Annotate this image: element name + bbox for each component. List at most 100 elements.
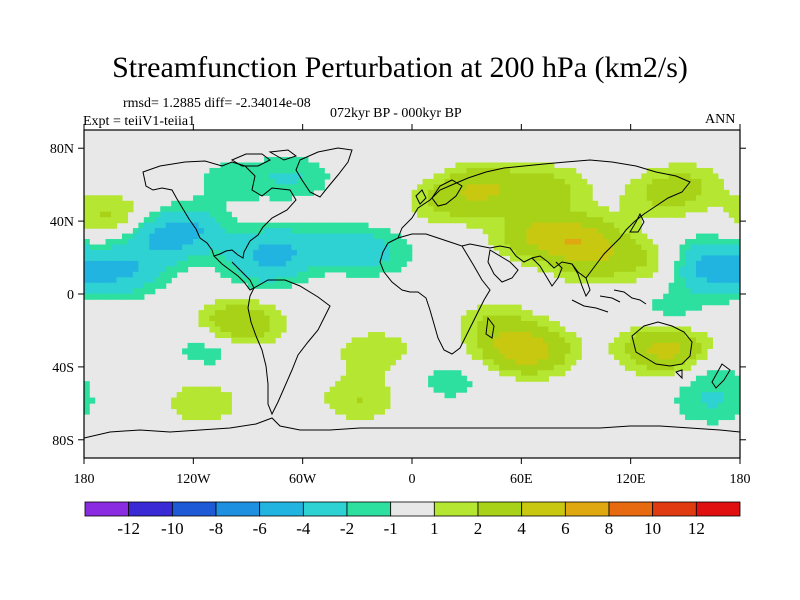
- field-cell: [548, 222, 555, 229]
- field-cell: [89, 293, 96, 300]
- field-cell: [668, 304, 675, 311]
- field-cell: [143, 239, 150, 246]
- field-cell: [340, 255, 347, 262]
- field-cell: [253, 337, 260, 344]
- field-cell: [225, 271, 232, 278]
- field-cell: [466, 331, 473, 339]
- field-cell: [203, 315, 211, 322]
- field-cell: [641, 359, 648, 366]
- field-cell: [712, 239, 719, 246]
- field-cell: [553, 178, 560, 185]
- field-cell: [291, 167, 298, 175]
- field-cell: [619, 217, 626, 224]
- field-cell: [723, 397, 730, 404]
- field-cell: [488, 321, 495, 328]
- field-cell: [275, 228, 282, 235]
- colorbar-label: -8: [209, 519, 223, 538]
- field-cell: [690, 392, 697, 399]
- field-cell: [559, 222, 566, 229]
- field-cell: [712, 299, 719, 306]
- field-cell: [493, 233, 500, 240]
- field-cell: [242, 299, 249, 306]
- field-cell: [619, 222, 626, 229]
- field-cell: [378, 386, 385, 393]
- field-cell: [138, 233, 145, 240]
- field-cell: [264, 326, 271, 333]
- field-cell: [521, 260, 528, 267]
- field-cell: [242, 260, 249, 267]
- field-cell: [182, 255, 189, 262]
- field-cell: [723, 299, 730, 306]
- field-cell: [471, 178, 478, 185]
- field-cell: [198, 315, 205, 322]
- field-cell: [471, 331, 478, 339]
- field-cell: [340, 239, 347, 246]
- field-cell: [695, 206, 703, 213]
- field-cell: [214, 304, 221, 311]
- field-cell: [269, 249, 276, 257]
- field-cell: [116, 195, 123, 202]
- field-cell: [373, 228, 380, 235]
- field-cell: [706, 392, 713, 399]
- field-cell: [280, 189, 287, 196]
- field-cell: [400, 342, 407, 349]
- field-cell: [460, 211, 467, 218]
- field-cell: [220, 178, 227, 185]
- field-cell: [706, 403, 713, 410]
- field-cell: [329, 403, 336, 410]
- field-cell: [493, 364, 500, 371]
- colorbar-swatch: [477, 501, 523, 517]
- field-cell: [84, 381, 90, 388]
- field-cell: [510, 370, 517, 377]
- field-cell: [351, 244, 358, 251]
- field-cell: [373, 392, 380, 399]
- field-cell: [209, 206, 216, 213]
- field-cell: [285, 189, 293, 196]
- field-cell: [225, 178, 232, 185]
- field-cell: [378, 408, 385, 415]
- field-cell: [335, 244, 342, 251]
- field-cell: [542, 331, 549, 339]
- field-cell: [209, 167, 216, 175]
- field-cell: [160, 228, 167, 235]
- field-cell: [422, 178, 429, 185]
- field-cell: [521, 228, 528, 235]
- field-cell: [84, 244, 90, 251]
- field-cell: [526, 364, 533, 371]
- field-cell: [231, 167, 238, 175]
- field-cell: [679, 310, 686, 317]
- field-cell: [422, 189, 429, 196]
- field-cell: [89, 206, 96, 213]
- field-cell: [548, 200, 555, 207]
- field-cell: [198, 217, 205, 224]
- field-cell: [466, 195, 473, 202]
- field-cell: [247, 266, 254, 273]
- field-cell: [482, 178, 489, 185]
- field-cell: [346, 244, 353, 251]
- field-cell: [471, 162, 478, 169]
- field-cell: [253, 331, 260, 339]
- field-cell: [608, 239, 615, 246]
- field-cell: [269, 228, 276, 235]
- field-cell: [679, 255, 686, 262]
- field-cell: [482, 337, 489, 344]
- field-cell: [253, 315, 260, 322]
- field-cell: [646, 271, 653, 278]
- field-cell: [706, 167, 713, 175]
- field-cell: [302, 260, 309, 267]
- field-cell: [613, 348, 621, 355]
- field-cell: [116, 288, 123, 295]
- field-cell: [482, 310, 489, 317]
- field-cell: [630, 200, 637, 207]
- field-cell: [695, 331, 703, 339]
- field-cell: [712, 375, 719, 382]
- field-cell: [482, 200, 489, 207]
- field-cell: [499, 348, 506, 355]
- field-cell: [553, 173, 560, 180]
- field-cell: [646, 249, 653, 257]
- field-cell: [242, 239, 249, 246]
- field-cell: [324, 397, 331, 404]
- field-cell: [422, 206, 429, 213]
- field-cell: [477, 315, 484, 322]
- field-cell: [460, 375, 467, 382]
